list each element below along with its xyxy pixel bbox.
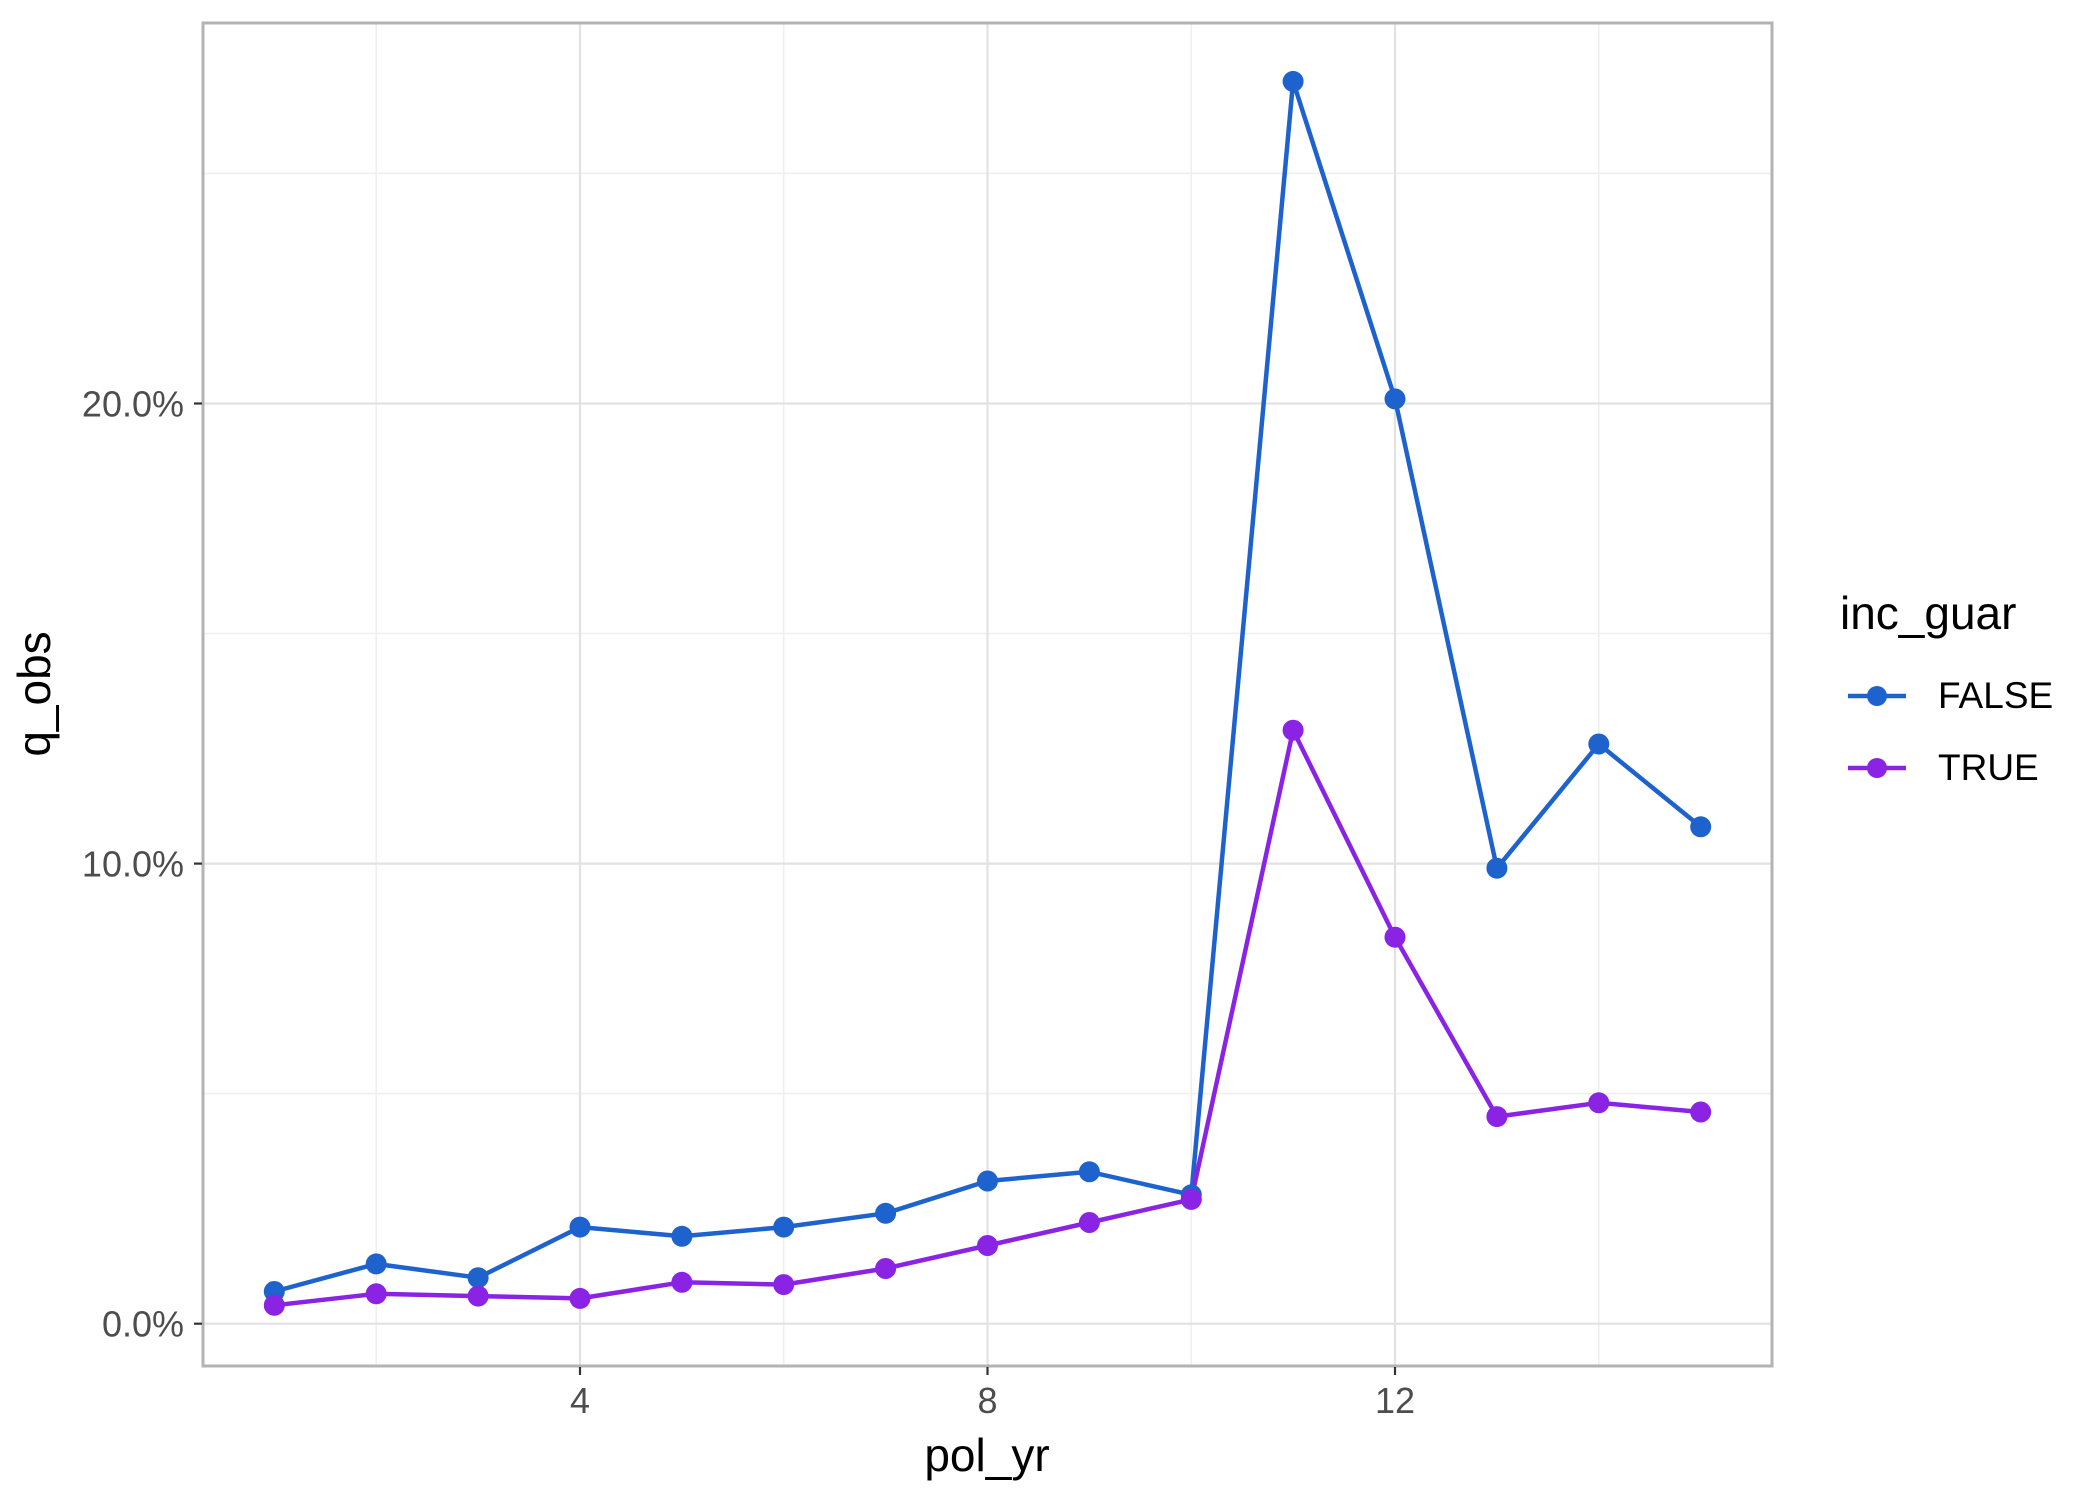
y-tick-label: 10.0% xyxy=(82,844,184,885)
data-point-true xyxy=(977,1235,998,1256)
data-point-true xyxy=(1486,1106,1508,1128)
data-point-true xyxy=(365,1283,387,1305)
data-point-true xyxy=(1078,1212,1100,1233)
x-axis-title: pol_yr xyxy=(924,1429,1050,1481)
x-tick-label: 12 xyxy=(1375,1380,1415,1421)
data-point-false xyxy=(1384,388,1406,410)
data-point-false xyxy=(1588,733,1610,755)
legend-title: inc_guar xyxy=(1840,587,2017,639)
data-point-false xyxy=(1078,1161,1100,1183)
data-point-false xyxy=(773,1216,795,1238)
legend-item-false: FALSE xyxy=(1846,672,2053,720)
data-point-true xyxy=(1690,1101,1712,1123)
legend: inc_guar FALSE TRUE xyxy=(1840,586,2053,816)
data-point-false xyxy=(365,1253,387,1275)
data-point-true xyxy=(875,1258,897,1279)
data-point-false xyxy=(875,1202,897,1224)
data-point-false xyxy=(467,1267,489,1289)
y-tick-label: 0.0% xyxy=(102,1304,184,1345)
legend-key-true-icon xyxy=(1848,758,1906,778)
legend-label-true: TRUE xyxy=(1938,747,2039,788)
data-point-true xyxy=(569,1287,591,1309)
data-point-true xyxy=(263,1294,285,1316)
data-point-false xyxy=(1690,816,1712,838)
panel-border xyxy=(201,21,1774,1368)
data-point-true xyxy=(1588,1092,1610,1114)
legend-key-false-icon xyxy=(1848,686,1906,706)
legend-item-true: TRUE xyxy=(1846,744,2053,792)
y-tick-label: 20.0% xyxy=(82,384,184,425)
data-point-false xyxy=(1486,857,1508,879)
data-point-true xyxy=(1180,1188,1202,1210)
data-point-true xyxy=(1282,719,1304,741)
data-point-true xyxy=(467,1285,489,1307)
legend-label-false: FALSE xyxy=(1938,675,2054,716)
data-point-true xyxy=(1384,926,1406,948)
x-tick-label: 4 xyxy=(570,1380,590,1421)
data-point-false xyxy=(977,1170,998,1192)
x-tick-label: 8 xyxy=(977,1380,997,1421)
data-point-true xyxy=(671,1271,693,1293)
data-point-false xyxy=(569,1216,591,1238)
data-point-false xyxy=(1282,70,1304,92)
data-point-false xyxy=(671,1225,693,1247)
y-axis-title: q_obs xyxy=(8,631,60,757)
data-point-true xyxy=(773,1274,795,1296)
